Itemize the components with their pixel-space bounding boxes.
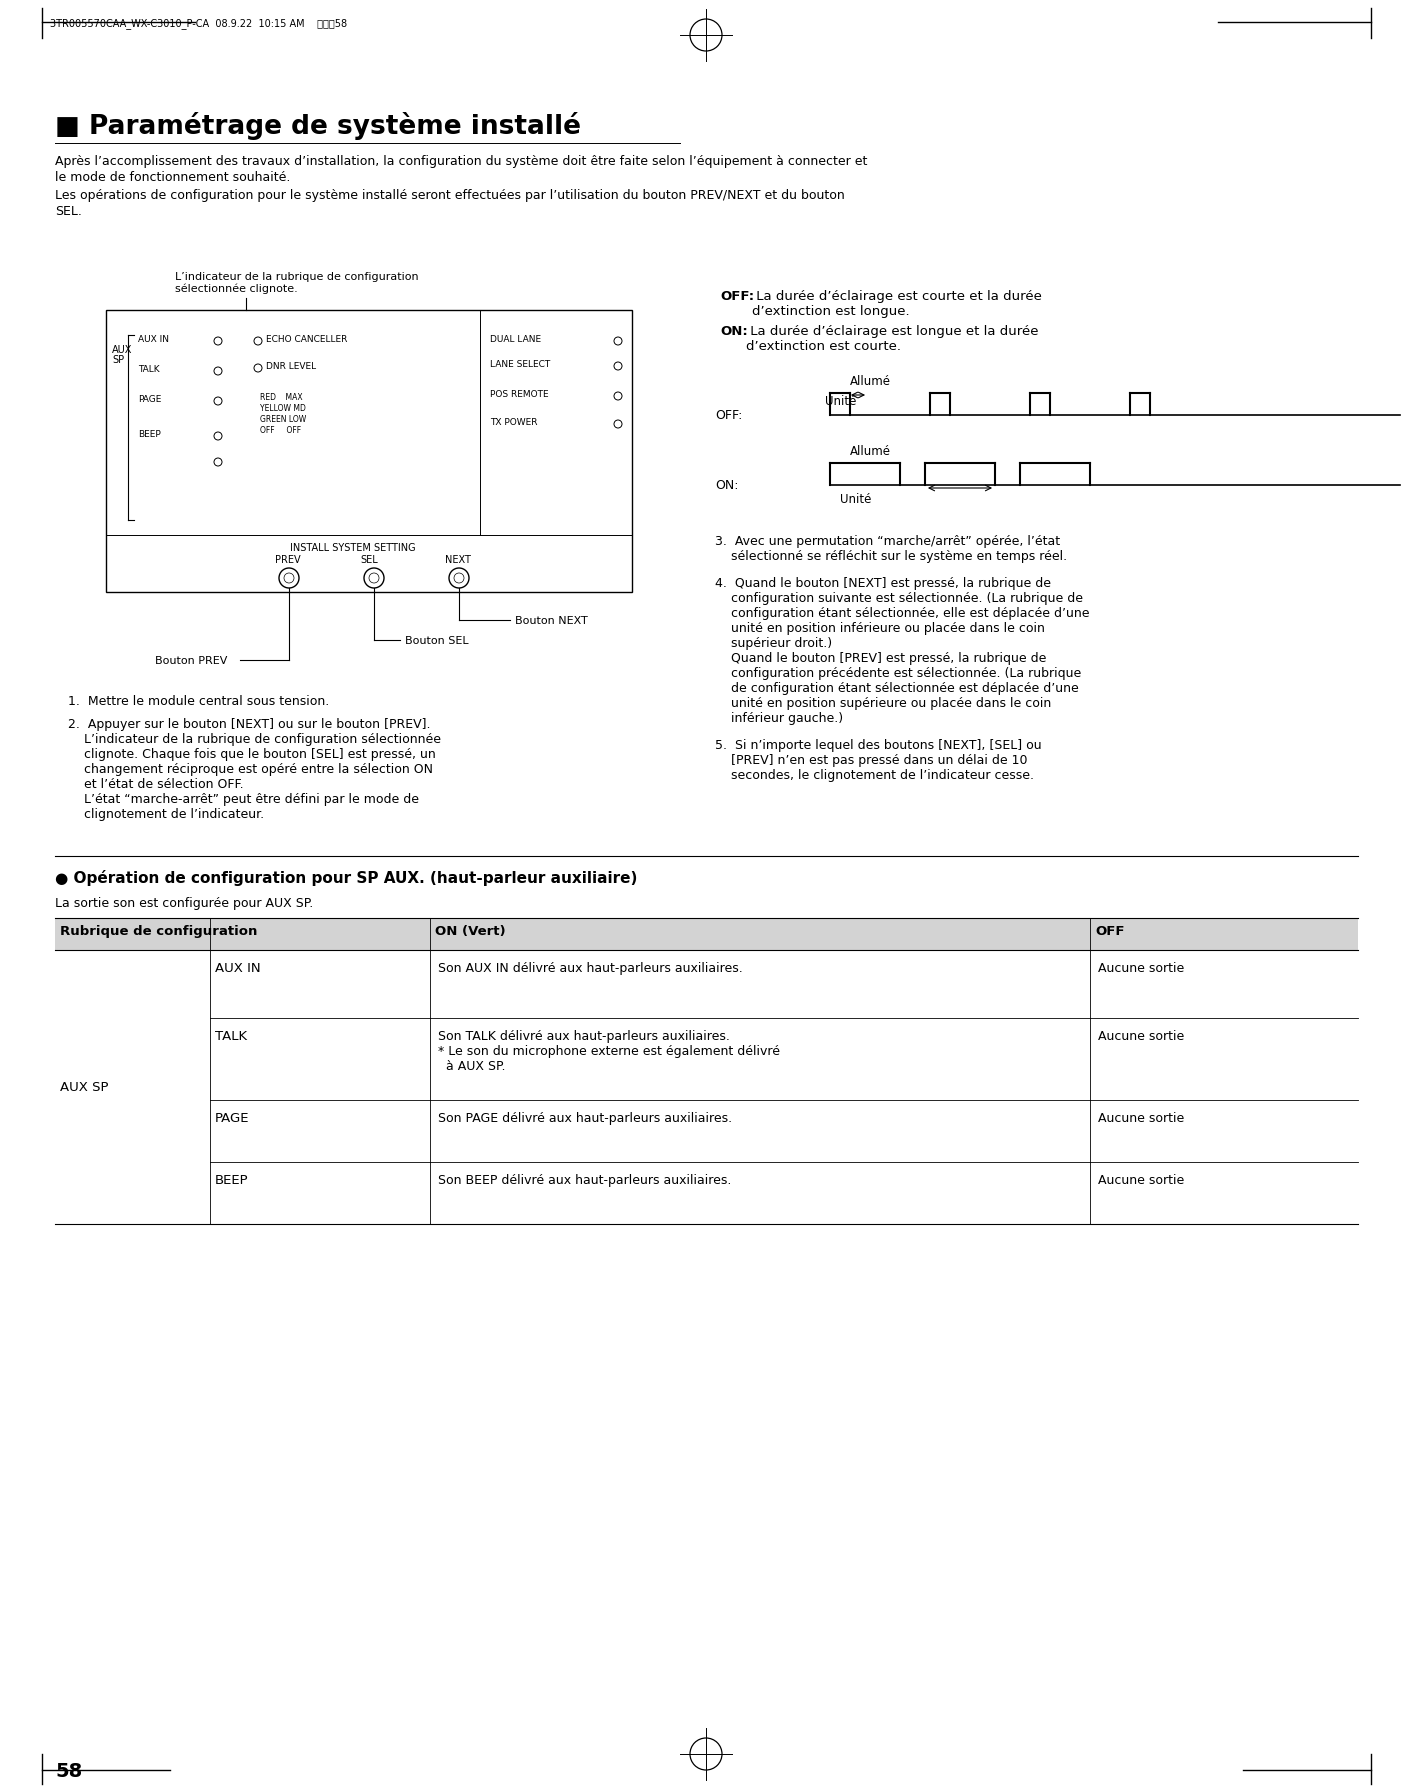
Text: configuration suivante est sélectionnée. (La rubrique de: configuration suivante est sélectionnée.… (715, 591, 1082, 606)
Text: OFF:: OFF: (715, 409, 742, 421)
Text: 3.  Avec une permutation “marche/arrêt” opérée, l’état: 3. Avec une permutation “marche/arrêt” o… (715, 536, 1060, 548)
Text: Unité: Unité (839, 493, 872, 505)
Text: PAGE: PAGE (215, 1113, 250, 1125)
Text: unité en position inférieure ou placée dans le coin: unité en position inférieure ou placée d… (715, 622, 1044, 634)
Text: Son PAGE délivré aux haut-parleurs auxiliaires.: Son PAGE délivré aux haut-parleurs auxil… (438, 1113, 732, 1125)
Text: configuration précédente est sélectionnée. (La rubrique: configuration précédente est sélectionné… (715, 667, 1081, 679)
Text: 5.  Si n’importe lequel des boutons [NEXT], [SEL] ou: 5. Si n’importe lequel des boutons [NEXT… (715, 738, 1041, 753)
Text: ON:: ON: (721, 324, 747, 339)
Text: OFF:: OFF: (721, 290, 755, 303)
Text: Aucune sortie: Aucune sortie (1098, 1113, 1184, 1125)
Text: SEL: SEL (360, 556, 377, 564)
Text: secondes, le clignotement de l’indicateur cesse.: secondes, le clignotement de l’indicateu… (715, 769, 1034, 781)
Text: OFF: OFF (1095, 925, 1125, 937)
Text: Unité: Unité (825, 394, 856, 409)
Text: supérieur droit.): supérieur droit.) (715, 636, 832, 650)
Text: LANE SELECT: LANE SELECT (490, 360, 550, 369)
Text: Allumé: Allumé (851, 444, 892, 459)
Text: Quand le bouton [PREV] est pressé, la rubrique de: Quand le bouton [PREV] est pressé, la ru… (715, 652, 1047, 665)
Text: RED    MAX: RED MAX (260, 392, 302, 401)
Text: AUX SP: AUX SP (59, 1081, 109, 1093)
Text: changement réciproque est opéré entre la sélection ON: changement réciproque est opéré entre la… (68, 763, 432, 776)
Text: Aucune sortie: Aucune sortie (1098, 1174, 1184, 1186)
Text: SEL.: SEL. (55, 204, 82, 219)
Text: 3TR005570CAA_WX-C3010_P-CA  08.9.22  10:15 AM    ページ58: 3TR005570CAA_WX-C3010_P-CA 08.9.22 10:15… (49, 18, 348, 29)
Text: POS REMOTE: POS REMOTE (490, 391, 548, 400)
Text: AUX IN: AUX IN (215, 962, 260, 975)
Text: 4.  Quand le bouton [NEXT] est pressé, la rubrique de: 4. Quand le bouton [NEXT] est pressé, la… (715, 577, 1051, 590)
Text: GREEN LOW: GREEN LOW (260, 416, 307, 425)
Text: clignotement de l’indicateur.: clignotement de l’indicateur. (68, 808, 264, 821)
Text: Aucune sortie: Aucune sortie (1098, 962, 1184, 975)
Text: TX POWER: TX POWER (490, 418, 537, 426)
Text: ● Opération de configuration pour SP AUX. (haut-parleur auxiliaire): ● Opération de configuration pour SP AUX… (55, 869, 637, 885)
Text: PREV: PREV (276, 556, 301, 564)
Text: DUAL LANE: DUAL LANE (490, 335, 541, 344)
Text: Bouton SEL: Bouton SEL (406, 636, 469, 645)
Text: L’indicateur de la rubrique de configuration sélectionnée: L’indicateur de la rubrique de configura… (68, 733, 441, 745)
Text: OFF     OFF: OFF OFF (260, 426, 301, 435)
Text: 1.  Mettre le module central sous tension.: 1. Mettre le module central sous tension… (68, 695, 329, 708)
Text: ON:: ON: (715, 478, 739, 491)
Text: 58: 58 (55, 1762, 82, 1781)
Text: INSTALL SYSTEM SETTING: INSTALL SYSTEM SETTING (290, 543, 415, 554)
Text: 2.  Appuyer sur le bouton [NEXT] ou sur le bouton [PREV].: 2. Appuyer sur le bouton [NEXT] ou sur l… (68, 719, 431, 731)
Text: SP: SP (112, 355, 124, 366)
Text: le mode de fonctionnement souhaité.: le mode de fonctionnement souhaité. (55, 170, 291, 185)
Text: La durée d’éclairage est longue et la durée: La durée d’éclairage est longue et la du… (746, 324, 1039, 339)
Text: ECHO CANCELLER: ECHO CANCELLER (266, 335, 348, 344)
Text: ON (Vert): ON (Vert) (435, 925, 506, 937)
Text: Son TALK délivré aux haut-parleurs auxiliaires.: Son TALK délivré aux haut-parleurs auxil… (438, 1030, 731, 1043)
Text: BEEP: BEEP (138, 430, 161, 439)
Text: Son AUX IN délivré aux haut-parleurs auxiliaires.: Son AUX IN délivré aux haut-parleurs aux… (438, 962, 743, 975)
Text: Rubrique de configuration: Rubrique de configuration (59, 925, 257, 937)
Text: La durée d’éclairage est courte et la durée: La durée d’éclairage est courte et la du… (752, 290, 1041, 303)
Text: inférieur gauche.): inférieur gauche.) (715, 711, 844, 726)
Text: YELLOW MD: YELLOW MD (260, 403, 305, 412)
Text: clignote. Chaque fois que le bouton [SEL] est pressé, un: clignote. Chaque fois que le bouton [SEL… (68, 747, 435, 762)
Text: Bouton NEXT: Bouton NEXT (514, 616, 588, 625)
Text: et l’état de sélection OFF.: et l’état de sélection OFF. (68, 778, 243, 790)
Text: Son BEEP délivré aux haut-parleurs auxiliaires.: Son BEEP délivré aux haut-parleurs auxil… (438, 1174, 732, 1186)
Text: d’extinction est longue.: d’extinction est longue. (752, 305, 910, 317)
Text: La sortie son est configurée pour AUX SP.: La sortie son est configurée pour AUX SP… (55, 898, 314, 910)
Text: Aucune sortie: Aucune sortie (1098, 1030, 1184, 1043)
Text: d’extinction est courte.: d’extinction est courte. (746, 340, 901, 353)
Text: sélectionné se réfléchit sur le système en temps réel.: sélectionné se réfléchit sur le système … (715, 550, 1067, 563)
Text: NEXT: NEXT (445, 556, 471, 564)
Text: * Le son du microphone externe est également délivré: * Le son du microphone externe est égale… (438, 1045, 780, 1057)
Text: Bouton PREV: Bouton PREV (155, 656, 227, 667)
Text: L’indicateur de la rubrique de configuration
sélectionnée clignote.: L’indicateur de la rubrique de configura… (175, 272, 418, 294)
Text: BEEP: BEEP (215, 1174, 249, 1186)
Text: de configuration étant sélectionnée est déplacée d’une: de configuration étant sélectionnée est … (715, 683, 1078, 695)
Text: Après l’accomplissement des travaux d’installation, la configuration du système : Après l’accomplissement des travaux d’in… (55, 154, 868, 168)
Text: AUX: AUX (112, 346, 133, 355)
Text: [PREV] n’en est pas pressé dans un délai de 10: [PREV] n’en est pas pressé dans un délai… (715, 754, 1027, 767)
Text: L’état “marche-arrêt” peut être défini par le mode de: L’état “marche-arrêt” peut être défini p… (68, 794, 420, 806)
Text: unité en position supérieure ou placée dans le coin: unité en position supérieure ou placée d… (715, 697, 1051, 710)
Text: AUX IN: AUX IN (138, 335, 170, 344)
Text: Les opérations de configuration pour le système installé seront effectuées par l: Les opérations de configuration pour le … (55, 188, 845, 202)
Text: TALK: TALK (138, 366, 160, 375)
Text: à AUX SP.: à AUX SP. (438, 1061, 506, 1073)
Text: configuration étant sélectionnée, elle est déplacée d’une: configuration étant sélectionnée, elle e… (715, 607, 1089, 620)
Bar (55, 918, 1358, 950)
Bar (106, 310, 632, 591)
Text: DNR LEVEL: DNR LEVEL (266, 362, 317, 371)
Text: ■ Paramétrage de système installé: ■ Paramétrage de système installé (55, 111, 581, 140)
Text: PAGE: PAGE (138, 394, 161, 403)
Text: TALK: TALK (215, 1030, 247, 1043)
Text: Allumé: Allumé (851, 375, 892, 389)
